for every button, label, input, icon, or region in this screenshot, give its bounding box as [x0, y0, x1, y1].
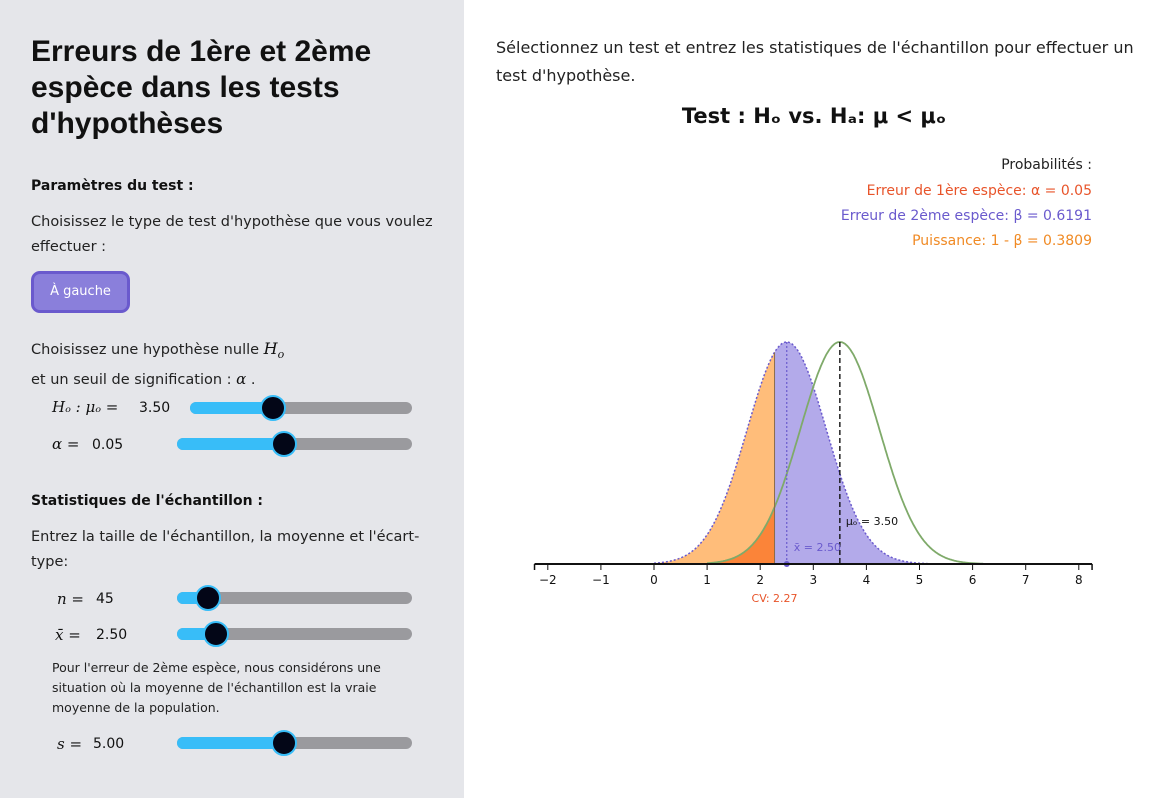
- x-tick-label: 1: [703, 573, 711, 587]
- type1-error-area: [717, 508, 775, 564]
- x-tick-label: −2: [539, 573, 557, 587]
- type2-error-area: [774, 342, 973, 564]
- sample-stats-text: Entrez la taille de l'échantillon, la mo…: [31, 529, 420, 570]
- sample-stats-heading: Statistiques de l'échantillon :: [31, 493, 264, 509]
- alpha-slider[interactable]: [177, 431, 412, 457]
- alpha-value: 0.05: [92, 437, 124, 453]
- mu0-label: μₒ = 3.50: [846, 515, 898, 528]
- mu0-slider-thumb[interactable]: [260, 395, 286, 421]
- alt-distribution-curve: [653, 341, 936, 565]
- mu0-slider[interactable]: [190, 395, 412, 421]
- x-tick-label: 2: [756, 573, 764, 587]
- page-title: Erreurs de 1ère et 2ème espèce dans les …: [31, 35, 372, 140]
- n-slider[interactable]: [177, 585, 412, 611]
- n-value: 45: [96, 591, 114, 607]
- test-params-heading: Paramètres du test :: [31, 178, 194, 194]
- alpha-label: α =: [52, 435, 80, 453]
- x-tick-label: 3: [809, 573, 817, 587]
- s-value: 5.00: [93, 736, 125, 752]
- xbar-label: x̄ = 2.50: [794, 541, 841, 554]
- alpha-slider-fill: [177, 438, 283, 450]
- mu0-label: Hₒ : μₒ =: [52, 398, 119, 416]
- null-distribution-curve: [707, 341, 984, 565]
- s-slider-thumb[interactable]: [271, 730, 297, 756]
- h0-symbol: Ho: [263, 339, 285, 362]
- mu0-slider-fill: [190, 402, 272, 414]
- n-label: n =: [57, 590, 84, 608]
- test-title: Test : Hₒ vs. Hₐ: μ < μₒ: [681, 104, 947, 128]
- choose-h0-text-b: et un seuil de signification :: [31, 372, 232, 389]
- x-tick-label: 5: [916, 573, 924, 587]
- left-tailed-test-button[interactable]: À gauche: [31, 271, 130, 313]
- choose-h0-text-a: Choisissez une hypothèse nulle: [31, 342, 260, 358]
- x-tick-label: 4: [863, 573, 871, 587]
- x-tick-label: 6: [969, 573, 977, 587]
- intro-text: Sélectionnez un test et entrez les stati…: [496, 38, 1134, 85]
- x-tick-label: 7: [1022, 573, 1030, 587]
- power-text: Puissance: 1 - β = 0.3809: [912, 233, 1092, 249]
- x-tick-label: 8: [1075, 573, 1083, 587]
- alpha-symbol: α: [236, 370, 247, 389]
- s-label: s =: [57, 735, 83, 753]
- sidebar: Erreurs de 1ère et 2ème espèce dans les …: [0, 0, 464, 798]
- s-slider[interactable]: [177, 730, 412, 756]
- xbar-value: 2.50: [96, 627, 128, 643]
- xbar-label: x̄ =: [55, 626, 81, 644]
- cv-label: CV: 2.27: [752, 592, 798, 605]
- prob-heading: Probabilités :: [1001, 157, 1092, 173]
- type2-error-text: Erreur de 2ème espèce: β = 0.6191: [840, 208, 1092, 224]
- xbar-slider-thumb[interactable]: [203, 621, 229, 647]
- x-tick-label: −1: [592, 573, 610, 587]
- s-slider-fill: [177, 737, 283, 749]
- type2-note: Pour l'erreur de 2ème espèce, nous consi…: [52, 660, 381, 715]
- choose-h0-text: Choisissez une hypothèse nulle Ho et un …: [31, 339, 285, 389]
- distribution-chart: −2 −1 0 1 2 3 4 5 6 7 8 μₒ = 3.50 x̄ = 2.50 CV: 2.27: [533, 341, 1093, 605]
- n-slider-thumb[interactable]: [195, 585, 221, 611]
- x-tick-label: 0: [650, 573, 658, 587]
- xbar-slider[interactable]: [177, 621, 412, 647]
- main-panel: Sélectionnez un test et entrez les stati…: [464, 0, 1162, 798]
- power-area: [654, 353, 775, 564]
- choose-test-text: Choisissez le type de test d'hypothèse q…: [31, 214, 433, 255]
- alpha-slider-thumb[interactable]: [271, 431, 297, 457]
- mu0-value: 3.50: [139, 400, 171, 416]
- type1-error-text: Erreur de 1ère espèce: α = 0.05: [866, 183, 1092, 199]
